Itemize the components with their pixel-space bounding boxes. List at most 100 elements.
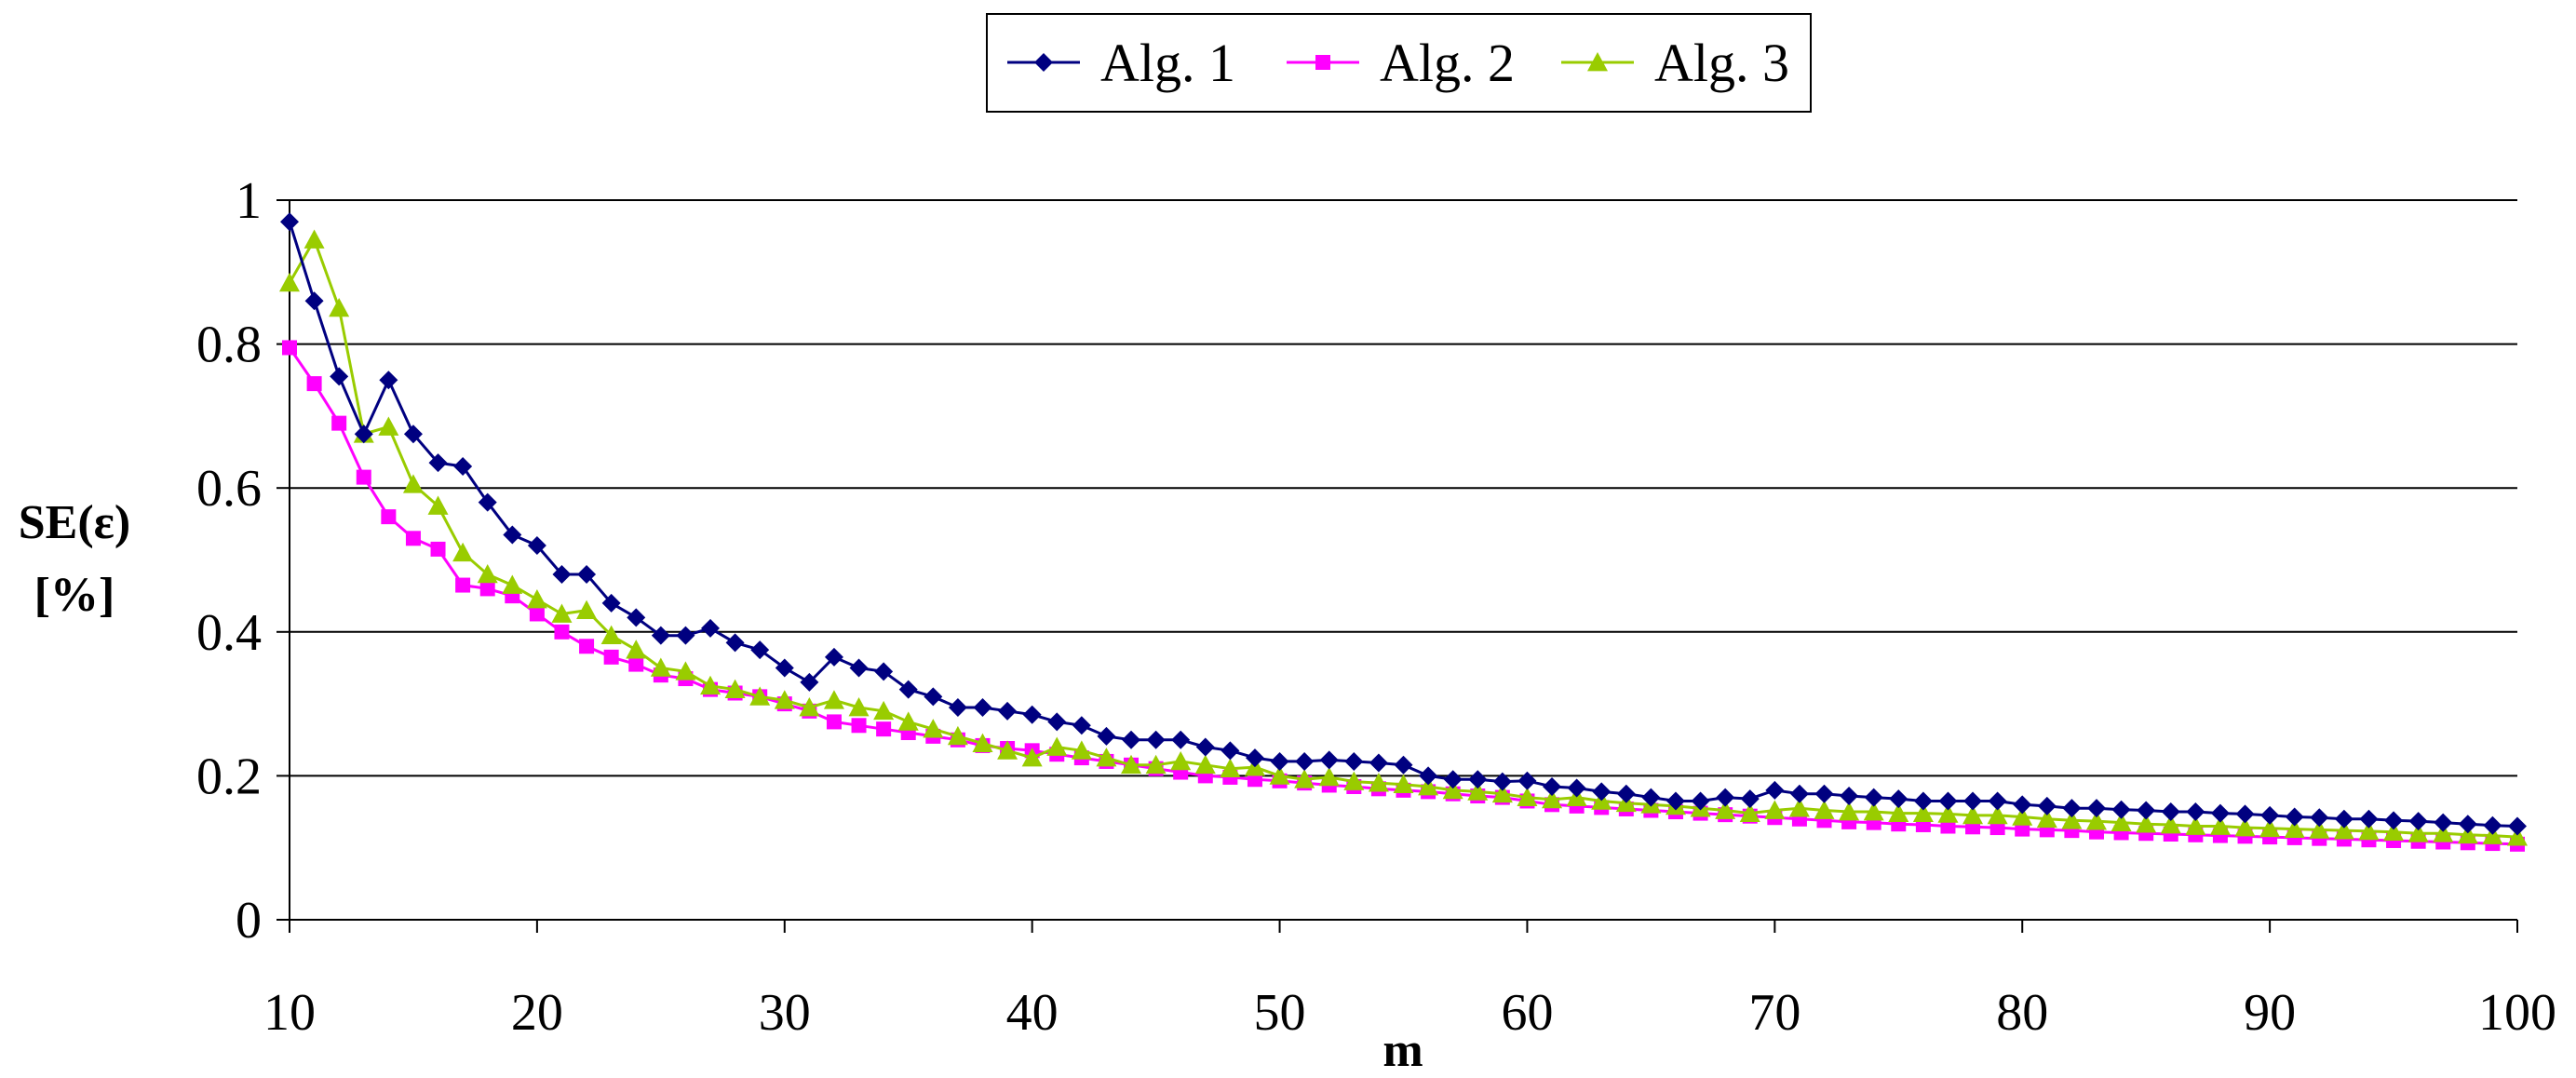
point-alg-1-19: [503, 525, 522, 545]
point-alg-3-45: [1145, 754, 1167, 775]
x-tick-label-8: 90: [2244, 984, 2296, 1042]
point-alg-1-58: [1468, 770, 1488, 789]
legend-marker-alg-3: [1587, 52, 1608, 72]
point-alg-3-77: [1937, 803, 1959, 823]
y-tick-label-4: 0.8: [196, 317, 262, 374]
point-alg-1-65: [1641, 788, 1661, 807]
point-alg-1-42: [1072, 716, 1091, 735]
axes: [276, 199, 2518, 933]
point-alg-3-57: [1442, 779, 1463, 800]
point-alg-2-13: [356, 469, 371, 485]
point-alg-1-21: [552, 564, 572, 584]
point-alg-1-43: [1097, 726, 1116, 746]
point-alg-3-43: [1096, 748, 1117, 767]
point-alg-1-79: [1988, 791, 2007, 811]
point-alg-3-37: [947, 725, 968, 746]
point-alg-3-54: [1368, 773, 1389, 792]
point-alg-3-40: [1021, 748, 1043, 767]
point-alg-1-30: [775, 658, 794, 678]
point-alg-1-16: [428, 453, 448, 473]
point-alg-3-95: [2383, 821, 2405, 842]
point-alg-1-73: [1840, 787, 1859, 806]
point-alg-2-21: [554, 624, 570, 640]
y-axis-title: SE(ε) [%]: [19, 496, 130, 622]
point-alg-3-84: [2111, 812, 2132, 831]
point-alg-1-81: [2037, 796, 2057, 815]
point-alg-3-69: [1739, 802, 1760, 822]
point-alg-3-22: [576, 600, 598, 619]
legend-marker-alg-1: [1034, 53, 1053, 72]
y-axis-title-line-2: [%]: [34, 569, 115, 622]
point-alg-3-35: [897, 711, 919, 731]
legend-item-alg-2: Alg. 2: [1287, 33, 1515, 93]
x-tick-label-0: 10: [263, 984, 316, 1042]
point-alg-3-30: [774, 690, 795, 709]
point-alg-1-10: [280, 212, 299, 232]
point-alg-1-94: [2359, 809, 2379, 829]
point-alg-3-41: [1046, 736, 1068, 756]
point-alg-1-53: [1344, 751, 1364, 771]
point-alg-3-76: [1912, 802, 1934, 822]
point-alg-1-61: [1543, 776, 1562, 796]
x-tick-label-1: 20: [511, 984, 563, 1042]
point-alg-1-28: [725, 633, 745, 653]
point-alg-3-93: [2333, 820, 2354, 840]
point-alg-3-14: [378, 416, 399, 436]
point-alg-1-60: [1517, 771, 1537, 790]
point-alg-1-96: [2408, 812, 2428, 831]
x-tick-label-3: 40: [1006, 984, 1059, 1042]
point-alg-3-48: [1220, 758, 1241, 778]
point-alg-1-87: [2186, 802, 2205, 822]
legend-item-alg-1: Alg. 1: [1007, 33, 1235, 93]
point-alg-1-33: [849, 658, 869, 678]
x-tick-label-2: 30: [759, 984, 811, 1042]
point-alg-1-32: [824, 647, 843, 667]
point-alg-3-81: [2036, 808, 2057, 829]
point-alg-3-59: [1491, 783, 1513, 803]
point-alg-2-12: [331, 415, 347, 431]
point-alg-3-72: [1814, 800, 1835, 819]
point-alg-3-58: [1467, 781, 1489, 801]
point-alg-2-22: [579, 639, 595, 654]
point-alg-3-51: [1294, 769, 1315, 788]
x-tick-label-5: 60: [1501, 984, 1553, 1042]
point-alg-1-77: [1938, 791, 1958, 811]
point-alg-3-50: [1269, 765, 1290, 785]
point-alg-2-34: [876, 721, 892, 737]
point-alg-1-47: [1195, 737, 1215, 757]
point-alg-1-82: [2062, 799, 2082, 818]
point-alg-1-37: [948, 697, 967, 717]
point-alg-1-71: [1789, 784, 1809, 803]
point-alg-1-90: [2260, 805, 2280, 825]
point-alg-3-98: [2457, 824, 2478, 844]
point-alg-1-56: [1419, 766, 1438, 786]
point-alg-1-45: [1146, 730, 1166, 749]
point-alg-3-92: [2309, 819, 2330, 839]
point-alg-3-68: [1715, 800, 1736, 819]
series-line-alg-1: [288, 221, 2518, 828]
point-alg-1-20: [527, 536, 546, 556]
point-alg-3-31: [799, 696, 820, 717]
x-tick-label-7: 80: [1996, 984, 2048, 1042]
point-alg-1-23: [601, 593, 621, 613]
point-alg-1-40: [1022, 705, 1042, 724]
point-alg-1-55: [1394, 755, 1413, 775]
point-alg-3-18: [477, 563, 498, 584]
point-alg-3-97: [2433, 823, 2454, 842]
point-alg-3-23: [600, 625, 622, 645]
point-alg-3-73: [1839, 802, 1860, 821]
point-alg-3-38: [972, 733, 993, 752]
y-tick-labels: 0 0.2 0.4 0.6 0.8 1: [196, 172, 262, 950]
point-alg-2-24: [628, 656, 644, 672]
point-alg-3-56: [1418, 775, 1439, 796]
point-alg-1-38: [973, 697, 992, 717]
gridlines: [290, 199, 2517, 777]
point-alg-1-14: [379, 371, 398, 390]
point-alg-3-24: [626, 640, 647, 659]
point-alg-1-27: [701, 618, 721, 638]
y-tick-label-2: 0.4: [196, 604, 262, 662]
point-alg-3-82: [2061, 810, 2083, 829]
point-alg-3-74: [1863, 802, 1884, 821]
series-alg-3: [279, 229, 2528, 846]
point-alg-2-15: [405, 531, 421, 546]
